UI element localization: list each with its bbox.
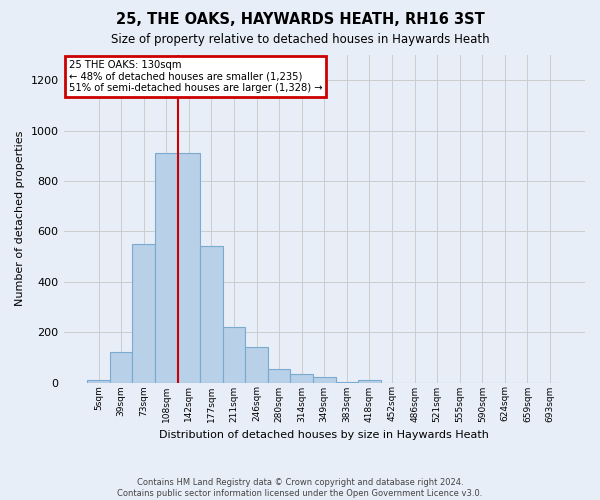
Text: 25, THE OAKS, HAYWARDS HEATH, RH16 3ST: 25, THE OAKS, HAYWARDS HEATH, RH16 3ST bbox=[116, 12, 484, 28]
Bar bbox=[223, 327, 245, 382]
Bar bbox=[155, 154, 178, 382]
Bar bbox=[245, 347, 268, 382]
Bar bbox=[178, 154, 200, 382]
Bar bbox=[87, 380, 110, 382]
Text: Contains HM Land Registry data © Crown copyright and database right 2024.
Contai: Contains HM Land Registry data © Crown c… bbox=[118, 478, 482, 498]
Bar bbox=[200, 246, 223, 382]
Text: Size of property relative to detached houses in Haywards Heath: Size of property relative to detached ho… bbox=[110, 32, 490, 46]
Bar bbox=[313, 378, 335, 382]
Text: 25 THE OAKS: 130sqm
← 48% of detached houses are smaller (1,235)
51% of semi-det: 25 THE OAKS: 130sqm ← 48% of detached ho… bbox=[69, 60, 322, 93]
Bar bbox=[110, 352, 133, 382]
Bar bbox=[268, 368, 290, 382]
X-axis label: Distribution of detached houses by size in Haywards Heath: Distribution of detached houses by size … bbox=[160, 430, 489, 440]
Y-axis label: Number of detached properties: Number of detached properties bbox=[15, 131, 25, 306]
Bar bbox=[133, 244, 155, 382]
Bar bbox=[290, 374, 313, 382]
Bar bbox=[358, 380, 381, 382]
